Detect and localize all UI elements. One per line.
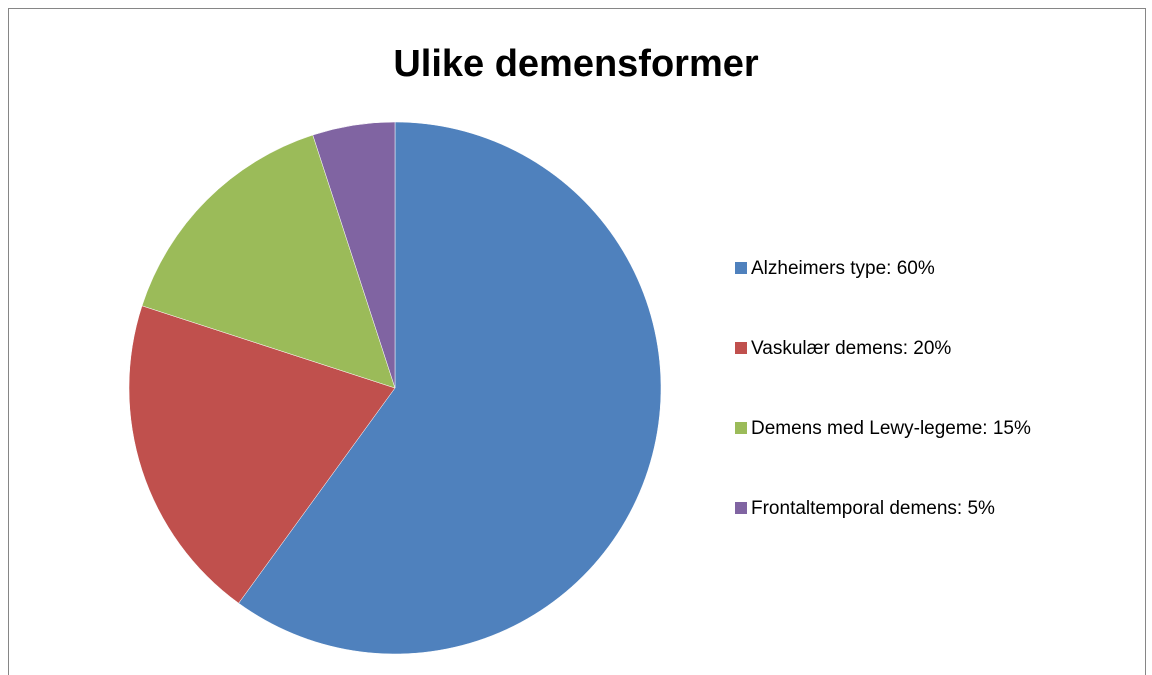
chart-border — [8, 8, 1146, 675]
legend-swatch — [735, 502, 747, 514]
chart-title: Ulike demensformer — [393, 43, 759, 85]
pie-slice — [128, 305, 396, 604]
legend-label: Demens med Lewy-legeme: 15% — [751, 418, 1031, 439]
pie-slice — [141, 134, 396, 389]
legend-swatch — [735, 342, 747, 354]
pie-slice — [238, 121, 662, 655]
legend-swatch — [735, 422, 747, 434]
pie-slice — [312, 121, 396, 389]
legend-label: Alzheimers type: 60% — [751, 258, 935, 279]
legend-label: Vaskulær demens: 20% — [751, 338, 951, 359]
legend-label: Frontaltemporal demens: 5% — [751, 498, 995, 519]
legend-swatch — [735, 262, 747, 274]
